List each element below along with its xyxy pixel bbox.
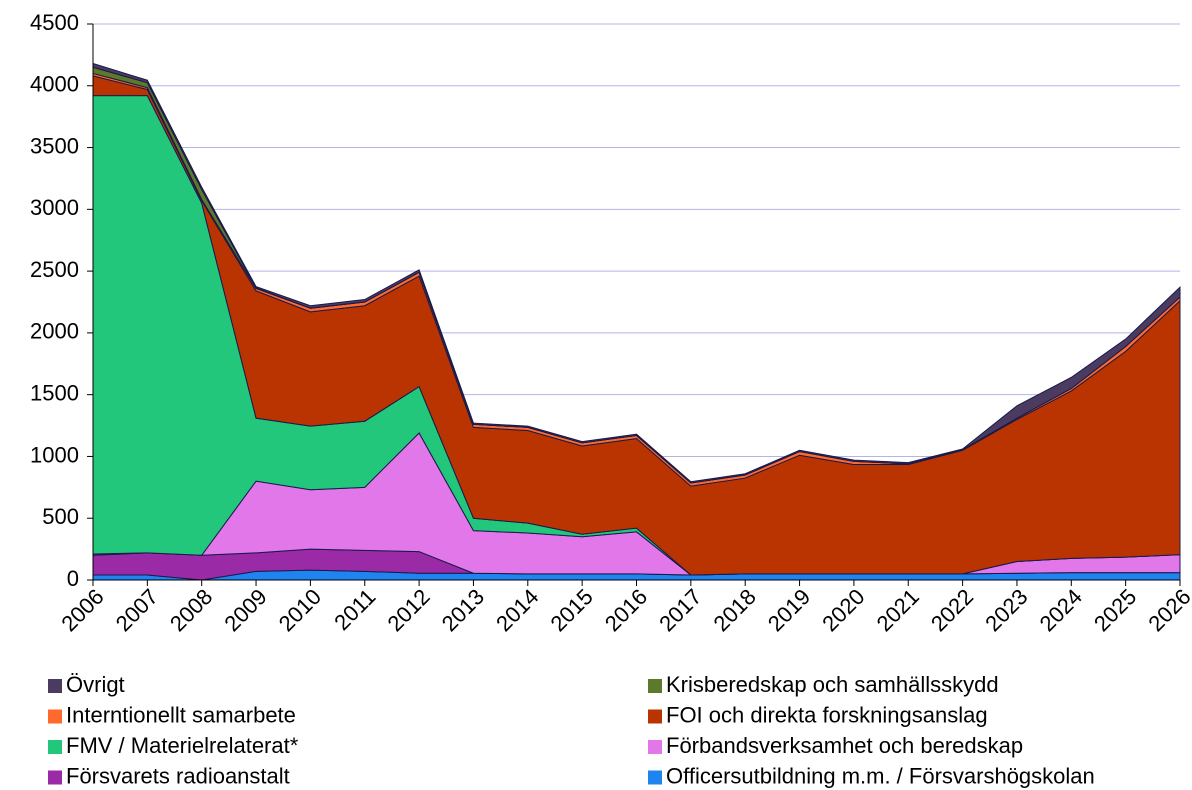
legend-label: Officersutbildning m.m. / Försvarshögsko… xyxy=(666,763,1095,788)
legend-swatch xyxy=(48,770,62,785)
x-tick-label: 2023 xyxy=(980,584,1032,636)
y-tick-label: 4000 xyxy=(30,72,79,97)
x-tick-label: 2007 xyxy=(111,584,163,636)
y-tick-label: 1000 xyxy=(30,442,79,467)
x-tick-label: 2008 xyxy=(165,584,217,636)
y-tick-label: 0 xyxy=(67,566,79,591)
legend-label: FOI och direkta forskningsanslag xyxy=(666,702,988,727)
x-tick-label: 2016 xyxy=(600,584,652,636)
legend-label: Krisberedskap och samhällsskydd xyxy=(666,672,999,697)
area xyxy=(92,62,1181,484)
legend-swatch xyxy=(48,679,62,693)
x-tick-label: 2009 xyxy=(219,584,271,636)
x-tick-label: 2019 xyxy=(763,584,815,636)
x-tick-label: 2013 xyxy=(437,584,489,636)
x-tick-label: 2006 xyxy=(56,584,108,636)
legend-label: Interntionellt samarbete xyxy=(66,702,296,727)
x-tick-label: 2020 xyxy=(817,584,869,636)
legend-swatch xyxy=(48,709,62,724)
legend-swatch xyxy=(648,770,662,785)
y-tick-label: 500 xyxy=(42,504,79,529)
legend-swatch xyxy=(648,679,662,693)
x-tick-label: 2022 xyxy=(926,584,978,636)
x-tick-label: 2015 xyxy=(546,584,598,636)
y-tick-label: 2000 xyxy=(30,319,79,344)
legend-label: Övrigt xyxy=(66,672,125,697)
x-tick-label: 2025 xyxy=(1089,584,1141,636)
x-tick-label: 2017 xyxy=(654,584,706,636)
x-tick-label: 2018 xyxy=(709,584,761,636)
legend-label: Försvarets radioanstalt xyxy=(66,763,290,788)
y-tick-label: 3500 xyxy=(30,133,79,158)
y-tick-label: 4500 xyxy=(30,10,79,35)
x-tick-label: 2014 xyxy=(491,584,543,636)
x-tick-label: 2010 xyxy=(274,584,326,636)
legend-swatch xyxy=(648,740,662,754)
y-tick-label: 1500 xyxy=(30,380,79,405)
legend-label: FMV / Materielrelaterat* xyxy=(66,733,299,758)
y-tick-label: 2500 xyxy=(30,257,79,282)
x-tick-label: 2026 xyxy=(1143,584,1192,636)
x-tick-label: 2012 xyxy=(382,584,434,636)
legend-swatch xyxy=(648,709,662,724)
legend-swatch xyxy=(48,740,62,754)
x-tick-label: 2024 xyxy=(1035,584,1087,636)
y-tick-label: 3000 xyxy=(30,195,79,220)
x-tick-label: 2011 xyxy=(329,584,380,635)
legend-label: Förbandsverksamhet och beredskap xyxy=(666,733,1023,758)
x-tick-label: 2021 xyxy=(872,584,924,636)
